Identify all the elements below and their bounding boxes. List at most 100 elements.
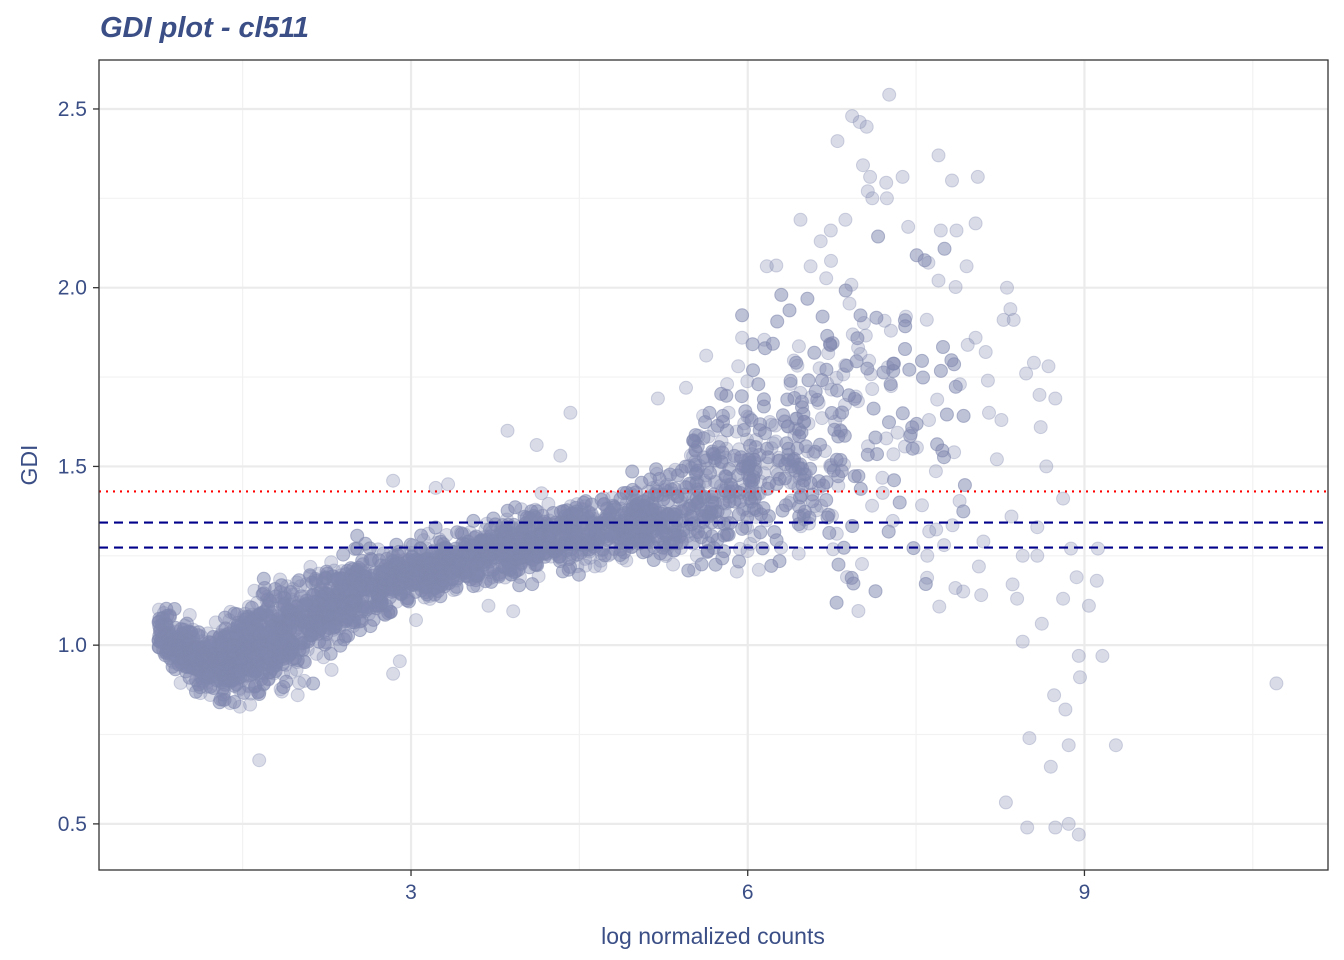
- data-point: [467, 530, 482, 545]
- data-point: [850, 331, 865, 346]
- data-point: [683, 498, 698, 513]
- data-point: [583, 550, 597, 565]
- data-point: [159, 627, 174, 642]
- data-point: [578, 551, 593, 566]
- data-point: [263, 594, 277, 609]
- data-point: [203, 679, 218, 694]
- data-point: [375, 573, 390, 588]
- data-point: [637, 526, 652, 541]
- data-point: [270, 630, 285, 645]
- data-point: [945, 518, 960, 533]
- data-point: [312, 619, 327, 633]
- data-point: [865, 382, 880, 396]
- data-point: [224, 653, 239, 668]
- data-point: [918, 577, 933, 591]
- data-point: [491, 548, 506, 563]
- data-point: [183, 651, 198, 666]
- data-point: [189, 651, 204, 666]
- data-point: [369, 595, 384, 609]
- data-point: [229, 634, 244, 649]
- data-point: [259, 630, 274, 645]
- data-point: [297, 655, 312, 670]
- data-point: [848, 389, 863, 404]
- data-point: [957, 478, 972, 493]
- data-point: [159, 646, 174, 661]
- data-point: [205, 653, 220, 668]
- data-point: [752, 486, 767, 501]
- data-point: [401, 563, 416, 578]
- data-point: [504, 567, 519, 582]
- data-point: [317, 637, 332, 652]
- data-point: [301, 623, 316, 638]
- data-point: [761, 450, 776, 465]
- x-tick-label: 9: [1079, 881, 1091, 904]
- data-point: [414, 528, 429, 543]
- data-point: [472, 542, 487, 557]
- data-point: [575, 517, 590, 531]
- data-point: [703, 465, 717, 480]
- outlier-point: [971, 559, 986, 574]
- data-point: [837, 457, 851, 472]
- data-point: [932, 599, 947, 614]
- data-point: [375, 568, 390, 583]
- data-point: [193, 686, 208, 701]
- data-point: [829, 595, 844, 610]
- data-point: [892, 495, 907, 510]
- data-point: [429, 566, 444, 580]
- outlier-point: [933, 223, 948, 238]
- data-point: [701, 429, 716, 444]
- data-point: [181, 660, 196, 675]
- data-point: [289, 662, 304, 677]
- outlier-point: [1269, 676, 1284, 691]
- data-point: [336, 596, 351, 611]
- y-axis-title: GDI: [16, 445, 42, 486]
- data-point: [259, 640, 274, 655]
- data-point: [776, 408, 790, 423]
- data-point: [233, 620, 248, 634]
- data-point: [349, 607, 364, 621]
- outlier-point: [1056, 591, 1071, 606]
- data-point: [289, 605, 304, 620]
- data-point: [227, 632, 242, 647]
- data-point: [285, 587, 300, 602]
- data-point: [353, 579, 368, 594]
- data-point: [562, 552, 577, 566]
- data-point: [322, 592, 337, 607]
- data-point: [214, 671, 229, 685]
- data-point: [413, 578, 428, 593]
- data-point: [225, 635, 240, 650]
- data-point: [271, 619, 286, 634]
- data-point: [246, 624, 261, 639]
- data-point: [682, 524, 697, 539]
- data-point: [834, 464, 849, 479]
- data-point: [167, 632, 182, 647]
- data-point: [320, 609, 335, 624]
- data-point: [441, 559, 456, 574]
- data-point: [354, 613, 369, 628]
- data-point: [469, 554, 484, 569]
- data-point: [211, 644, 226, 659]
- data-point: [224, 622, 239, 637]
- data-point: [237, 622, 252, 636]
- data-point: [155, 624, 170, 639]
- data-point: [430, 579, 445, 594]
- data-point: [256, 677, 271, 692]
- data-point: [355, 593, 370, 607]
- data-point: [299, 593, 314, 608]
- data-point: [458, 551, 473, 566]
- data-point: [684, 517, 699, 532]
- data-point: [494, 546, 509, 561]
- data-point: [238, 642, 253, 657]
- data-point: [555, 521, 570, 536]
- data-point: [599, 533, 614, 547]
- data-point: [851, 469, 866, 483]
- data-point: [180, 646, 195, 661]
- data-point: [577, 502, 592, 517]
- data-point: [249, 608, 264, 623]
- data-point: [584, 507, 599, 521]
- data-point: [325, 569, 340, 584]
- data-point: [679, 480, 694, 495]
- data-point: [338, 600, 353, 615]
- data-point: [641, 484, 656, 499]
- data-point: [164, 636, 179, 651]
